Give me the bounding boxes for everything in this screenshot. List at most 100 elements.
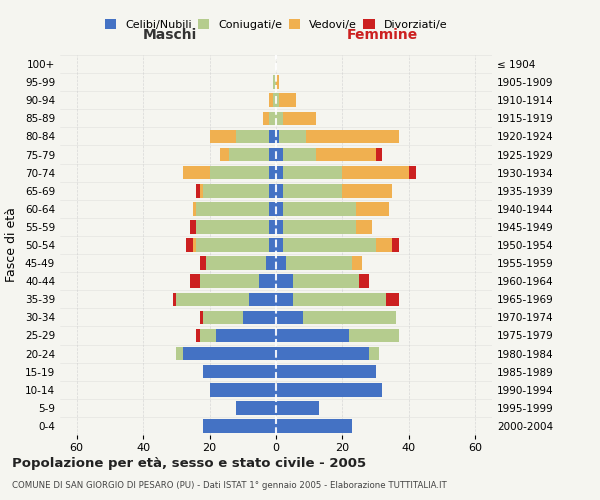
Bar [200, 310, 203, 324]
Bar [183, 166, 209, 179]
Bar [203, 365, 276, 378]
Bar [283, 238, 376, 252]
Bar [250, 292, 276, 306]
Bar [200, 256, 206, 270]
Bar [269, 238, 276, 252]
Bar [276, 347, 369, 360]
Bar [392, 238, 399, 252]
Bar [276, 274, 293, 288]
Bar [203, 184, 269, 198]
Bar [293, 292, 386, 306]
Bar [359, 274, 369, 288]
Bar [276, 238, 283, 252]
Bar [269, 112, 276, 125]
Bar [276, 292, 293, 306]
Bar [306, 130, 399, 143]
Bar [276, 94, 280, 107]
Bar [280, 130, 306, 143]
Bar [302, 310, 395, 324]
Bar [409, 166, 416, 179]
Bar [283, 166, 343, 179]
Bar [209, 166, 269, 179]
Bar [343, 184, 392, 198]
Bar [276, 166, 283, 179]
Bar [196, 202, 269, 215]
Bar [369, 347, 379, 360]
Bar [200, 328, 216, 342]
Bar [276, 365, 376, 378]
Bar [190, 220, 196, 234]
Bar [229, 148, 269, 162]
Bar [269, 94, 272, 107]
Bar [209, 383, 276, 396]
Bar [176, 347, 183, 360]
Bar [186, 238, 193, 252]
Bar [286, 256, 352, 270]
Bar [283, 184, 343, 198]
Bar [259, 274, 276, 288]
Bar [349, 328, 399, 342]
Bar [200, 184, 203, 198]
Bar [280, 94, 296, 107]
Text: Femmine: Femmine [347, 28, 418, 42]
Bar [283, 202, 356, 215]
Bar [236, 401, 276, 414]
Bar [200, 274, 259, 288]
Bar [276, 401, 319, 414]
Bar [269, 220, 276, 234]
Bar [276, 130, 280, 143]
Text: Maschi: Maschi [143, 28, 197, 42]
Bar [283, 148, 316, 162]
Bar [343, 166, 409, 179]
Bar [276, 328, 349, 342]
Bar [276, 112, 283, 125]
Bar [220, 148, 229, 162]
Bar [196, 238, 269, 252]
Bar [269, 148, 276, 162]
Bar [276, 148, 283, 162]
Bar [356, 220, 373, 234]
Bar [386, 292, 399, 306]
Bar [196, 220, 269, 234]
Bar [196, 184, 200, 198]
Bar [203, 310, 243, 324]
Bar [263, 112, 269, 125]
Y-axis label: Fasce di età: Fasce di età [5, 208, 18, 282]
Bar [196, 328, 200, 342]
Bar [283, 112, 316, 125]
Bar [356, 202, 389, 215]
Bar [269, 166, 276, 179]
Bar [276, 184, 283, 198]
Bar [190, 274, 200, 288]
Bar [276, 310, 302, 324]
Bar [269, 130, 276, 143]
Bar [216, 328, 276, 342]
Bar [269, 184, 276, 198]
Bar [173, 292, 176, 306]
Bar [209, 130, 236, 143]
Bar [272, 94, 276, 107]
Bar [206, 256, 266, 270]
Text: COMUNE DI SAN GIORGIO DI PESARO (PU) - Dati ISTAT 1° gennaio 2005 - Elaborazione: COMUNE DI SAN GIORGIO DI PESARO (PU) - D… [12, 481, 447, 490]
Bar [183, 347, 276, 360]
Bar [203, 419, 276, 432]
Bar [276, 202, 283, 215]
Legend: Celibi/Nubili, Coniugati/e, Vedovi/e, Divorziati/e: Celibi/Nubili, Coniugati/e, Vedovi/e, Di… [100, 15, 452, 34]
Bar [352, 256, 362, 270]
Bar [236, 130, 269, 143]
Bar [193, 202, 196, 215]
Text: Popolazione per età, sesso e stato civile - 2005: Popolazione per età, sesso e stato civil… [12, 458, 366, 470]
Bar [276, 419, 352, 432]
Bar [293, 274, 359, 288]
Bar [283, 220, 356, 234]
Bar [276, 256, 286, 270]
Bar [176, 292, 250, 306]
Bar [243, 310, 276, 324]
Bar [276, 76, 280, 89]
Bar [376, 148, 382, 162]
Bar [269, 202, 276, 215]
Bar [316, 148, 376, 162]
Bar [376, 238, 392, 252]
Bar [266, 256, 276, 270]
Bar [272, 76, 276, 89]
